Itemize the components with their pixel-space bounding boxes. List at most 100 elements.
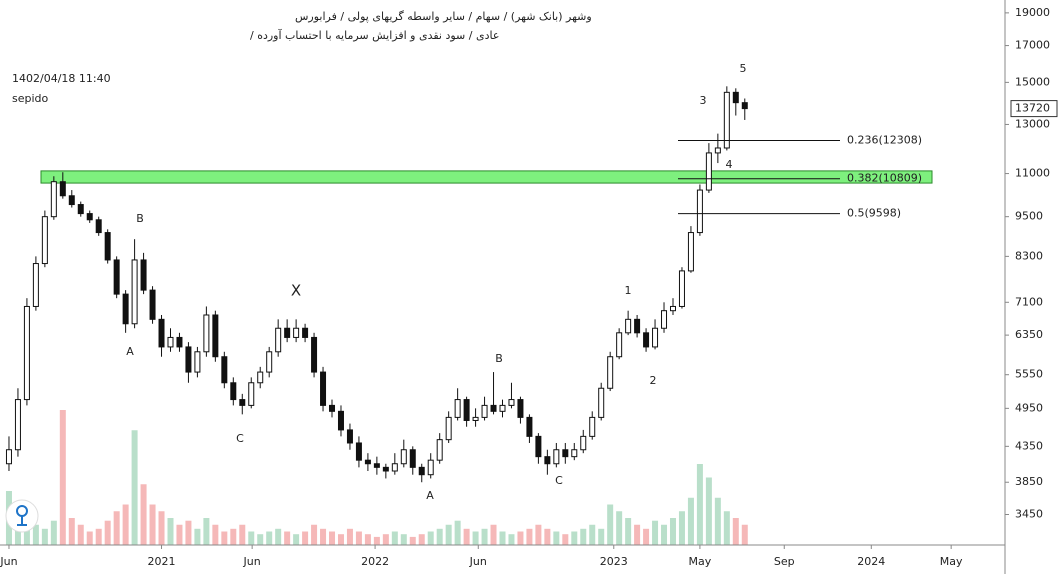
volume-bar xyxy=(669,518,676,545)
volume-bar xyxy=(409,536,416,545)
candle-body xyxy=(553,449,560,465)
volume-bar xyxy=(418,534,425,545)
candle-body xyxy=(562,449,569,458)
candle-body xyxy=(607,356,614,389)
volume-bar xyxy=(176,524,183,545)
volume-bar xyxy=(616,511,623,545)
candle-body xyxy=(696,189,703,234)
volume-bar xyxy=(454,520,461,545)
volume-bar xyxy=(544,528,551,545)
volume-bar xyxy=(311,524,318,545)
candle xyxy=(696,184,703,236)
volume-bar xyxy=(221,531,228,545)
candle-body xyxy=(131,259,138,325)
candle xyxy=(32,256,39,311)
fib-label: 0.236(12308) xyxy=(847,134,922,147)
y-tick-label: 17000 xyxy=(1015,39,1050,52)
candle-body xyxy=(544,456,551,465)
candle-body xyxy=(418,466,425,476)
volume-bar xyxy=(32,524,39,545)
candle xyxy=(472,408,479,427)
volume-bar xyxy=(562,534,569,545)
candle xyxy=(391,453,398,475)
logo[interactable] xyxy=(5,499,39,533)
candle xyxy=(203,306,210,357)
volume-bar xyxy=(86,531,93,545)
candle-body xyxy=(472,416,479,421)
candle xyxy=(625,310,632,336)
volume-bar xyxy=(580,528,587,545)
candle xyxy=(131,239,138,329)
candle-body xyxy=(239,399,246,406)
candle xyxy=(293,319,300,343)
candle xyxy=(364,453,371,472)
candle-body xyxy=(158,318,165,348)
candle-body xyxy=(714,147,721,154)
candle xyxy=(445,411,452,443)
volume-bar xyxy=(741,524,748,545)
candle xyxy=(346,423,353,450)
candle-body xyxy=(526,416,533,437)
candle-body xyxy=(113,259,120,295)
volume-bar xyxy=(158,511,165,545)
y-tick-label: 11000 xyxy=(1015,167,1050,180)
annotation: A xyxy=(126,345,134,358)
volume-bar xyxy=(472,531,479,545)
source: sepido xyxy=(12,92,49,105)
volume-bar xyxy=(490,524,497,545)
candle-body xyxy=(481,404,488,418)
volume-bar xyxy=(625,518,632,545)
volume-bar xyxy=(284,531,291,545)
candle xyxy=(5,436,12,472)
volume-bar xyxy=(499,531,506,545)
candle-body xyxy=(625,318,632,334)
volume-bar xyxy=(194,528,201,545)
candle xyxy=(68,190,75,208)
candle-body xyxy=(221,356,228,384)
volume-bar xyxy=(239,524,246,545)
candle xyxy=(463,396,470,427)
candle xyxy=(221,351,228,389)
candle-body xyxy=(652,327,659,348)
candle-body xyxy=(212,314,219,358)
fib-label: 0.5(9598) xyxy=(847,207,901,220)
x-tick-label: 2021 xyxy=(148,555,176,568)
candle xyxy=(230,377,237,406)
candle xyxy=(337,405,344,437)
annotation: 4 xyxy=(726,158,733,171)
volume-bar xyxy=(634,524,641,545)
candle xyxy=(320,366,327,412)
volume-bar xyxy=(373,536,380,545)
candle-body xyxy=(391,463,398,472)
candle xyxy=(499,399,506,418)
fib-label: 0.382(10809) xyxy=(847,172,922,185)
volume-bar xyxy=(293,534,300,545)
volume-bar xyxy=(400,534,407,545)
volume-bar xyxy=(571,531,578,545)
candle-body xyxy=(68,195,75,206)
volume-bar xyxy=(95,528,102,545)
volume-bar xyxy=(203,518,210,545)
volume-bar xyxy=(140,484,147,545)
volume-bar xyxy=(678,511,685,545)
candle-body xyxy=(490,404,497,412)
y-tick-label: 15000 xyxy=(1015,75,1050,88)
candle xyxy=(14,388,21,457)
candle xyxy=(481,396,488,421)
volume-bar xyxy=(643,528,650,545)
candle xyxy=(643,328,650,352)
volume-bar xyxy=(113,511,120,545)
y-tick-label: 5550 xyxy=(1015,368,1043,381)
volume-bar xyxy=(391,531,398,545)
candle xyxy=(705,143,712,193)
candle-body xyxy=(436,439,443,461)
volume-bar xyxy=(445,524,452,545)
candle-body xyxy=(86,213,93,221)
volume-bar xyxy=(149,504,156,545)
candle-body xyxy=(732,91,739,104)
candle xyxy=(284,319,291,343)
candle xyxy=(50,176,57,220)
candle-body xyxy=(454,399,461,418)
candle xyxy=(409,446,416,475)
